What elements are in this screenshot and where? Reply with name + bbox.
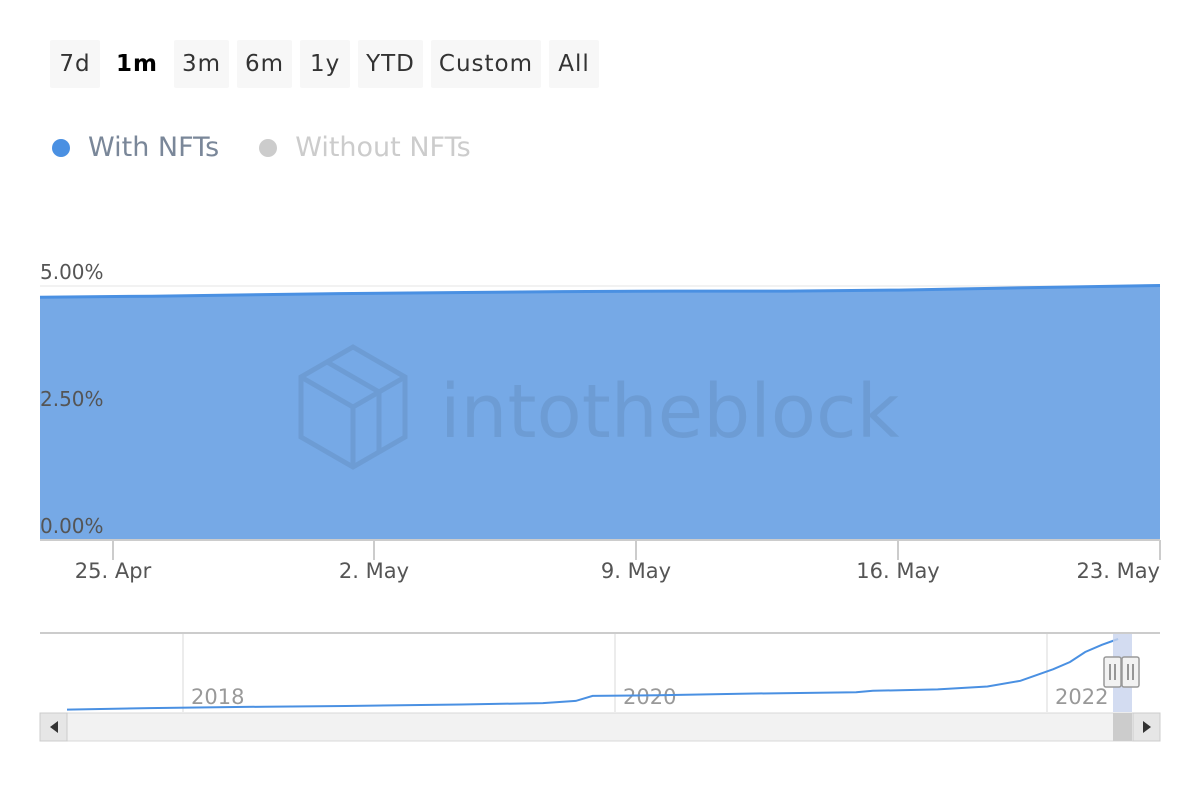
range-button-3m[interactable]: 3m (173, 40, 230, 88)
chart-legend: With NFTs Without NFTs (52, 132, 471, 163)
legend-item-with-nfts[interactable]: With NFTs (52, 132, 219, 163)
navigator-year-label: 2018 (191, 685, 244, 709)
range-button-ytd[interactable]: YTD (358, 40, 423, 88)
range-button-1y[interactable]: 1y (300, 40, 351, 88)
x-axis: 25. Apr 2. May 9. May 16. May 23. May (40, 539, 1161, 583)
legend-dot-icon (259, 138, 278, 157)
x-tick-label: 23. May (1077, 559, 1161, 583)
range-selector: 7d 1m 3m 6m 1y YTD Custom All (50, 40, 600, 88)
navigator-year-labels: 2018 2020 2022 (182, 634, 1108, 712)
navigator: 2018 2020 2022 (40, 632, 1160, 712)
navigator-year-label: 2022 (1055, 685, 1108, 709)
watermark-text: intotheblock (440, 369, 900, 455)
y-tick-label: 0.00% (40, 514, 104, 538)
navigator-year-label: 2020 (623, 685, 676, 709)
arrow-left-icon (50, 721, 58, 733)
watermark: intotheblock (298, 344, 900, 470)
y-tick-label: 5.00% (40, 260, 104, 284)
legend-label: Without NFTs (295, 132, 471, 163)
scroll-right-button[interactable] (1132, 712, 1161, 742)
navigator-handle-left[interactable] (1103, 656, 1122, 688)
legend-item-without-nfts[interactable]: Without NFTs (259, 132, 471, 163)
y-axis: 0.00% 2.50% 5.00% (40, 260, 104, 538)
range-button-7d[interactable]: 7d (50, 40, 100, 88)
range-button-1m[interactable]: 1m (116, 51, 158, 77)
x-tick-label: 16. May (856, 559, 940, 583)
x-tick-label: 2. May (339, 559, 409, 583)
legend-dot-icon (52, 138, 70, 157)
y-tick-label: 2.50% (40, 387, 104, 411)
watermark-logo-icon (298, 344, 408, 470)
scrollbar-track[interactable] (39, 712, 1161, 742)
navigator-handle-right[interactable] (1121, 656, 1140, 688)
navigator-series-line (66, 638, 1119, 711)
scroll-left-button[interactable] (39, 712, 68, 742)
arrow-right-icon (1143, 721, 1151, 733)
range-button-custom[interactable]: Custom (430, 40, 542, 88)
x-tick-label: 25. Apr (75, 559, 152, 583)
area-series-with-nfts (40, 285, 1160, 540)
scrollbar-thumb[interactable] (1113, 713, 1132, 741)
legend-label: With NFTs (88, 132, 220, 163)
range-button-6m[interactable]: 6m (237, 40, 293, 88)
scrollbar (39, 712, 1161, 742)
x-tick-label: 9. May (601, 559, 671, 583)
range-button-all[interactable]: All (549, 40, 600, 88)
line-series-with-nfts (39, 284, 1161, 299)
